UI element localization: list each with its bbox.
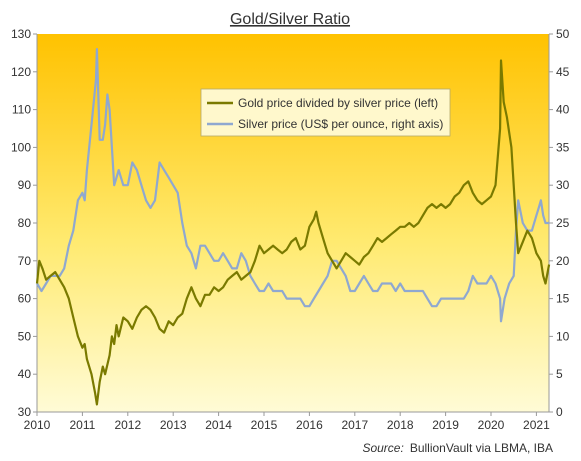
x-tick-label: 2010 [24,418,51,432]
x-tick-label: 2013 [160,418,187,432]
right-tick-label: 5 [556,367,563,381]
left-tick-label: 30 [18,405,32,419]
x-tick-label: 2014 [205,418,232,432]
x-tick-label: 2021 [523,418,550,432]
left-tick-label: 120 [11,65,31,79]
legend-box [200,88,451,137]
right-tick-label: 0 [556,405,563,419]
right-tick-label: 15 [556,292,570,306]
right-tick-label: 45 [556,65,570,79]
chart-title: Gold/Silver Ratio [230,11,350,28]
axes-layer: 30 40 50 60 70 80 90 100 110 120 130 0 5 10 15 20 25 30 35… [11,27,570,432]
source-prefix: Source: [362,441,403,455]
right-tick-label: 20 [556,254,570,268]
series-line-gold-silver-ratio [35,59,551,406]
x-tick-label: 2018 [387,418,414,432]
right-tick-label: 30 [556,178,570,192]
right-tick-label: 35 [556,140,570,154]
x-tick-label: 2012 [114,418,141,432]
left-tick-label: 80 [18,216,32,230]
source-note: Source: BullionVault via LBMA, IBA [362,441,553,455]
right-tick-label: 50 [556,27,570,41]
x-tick-label: 2017 [341,418,368,432]
left-tick-label: 40 [18,367,32,381]
x-tick-label: 2015 [251,418,278,432]
x-tick-label: 2019 [432,418,459,432]
left-tick-label: 100 [11,140,31,154]
x-tick-label: 2020 [478,418,505,432]
right-tick-label: 25 [556,216,570,230]
x-tick-label: 2011 [69,418,95,432]
left-tick-label: 90 [18,178,32,192]
legend-label-ratio: Gold price divided by silver price (left… [238,96,438,110]
source-text: BullionVault via LBMA, IBA [410,441,553,455]
right-tick-label: 10 [556,329,570,343]
left-tick-label: 70 [18,254,32,268]
right-tick-label: 40 [556,103,570,117]
left-tick-label: 50 [18,329,32,343]
left-tick-label: 110 [12,103,31,117]
series-line-silver-price [36,48,550,323]
legend-label-silver: Silver price (US$ per ounce, right axis) [238,117,443,131]
legend: Gold price divided by silver price (left… [200,88,451,137]
series-layer [35,48,551,406]
left-tick-label: 60 [18,292,32,306]
x-tick-label: 2016 [296,418,323,432]
left-tick-label: 130 [11,27,31,41]
